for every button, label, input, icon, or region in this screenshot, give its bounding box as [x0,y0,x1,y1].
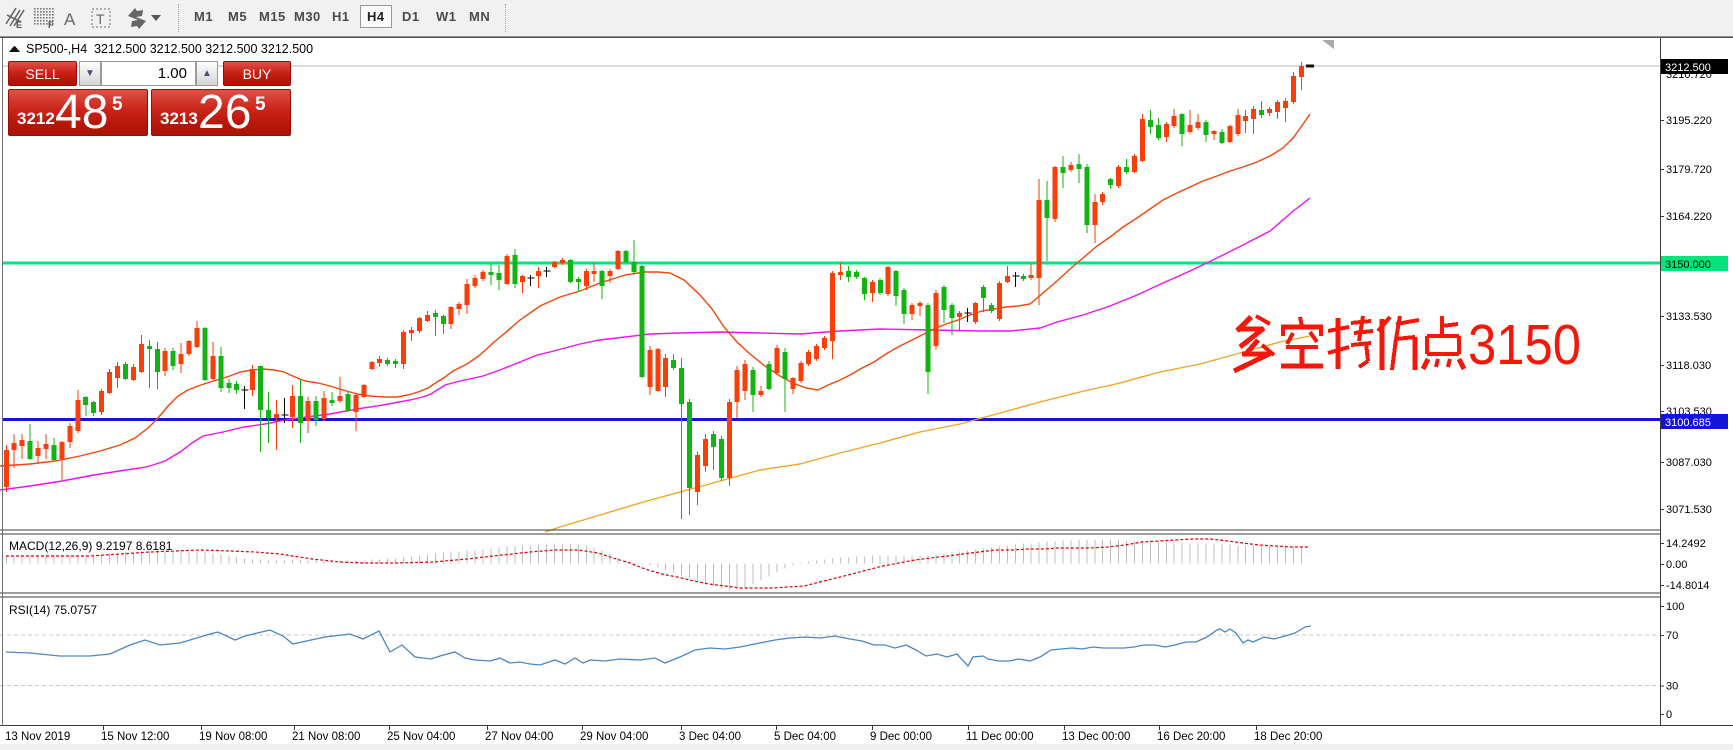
svg-text:SP500-,H4 3212.500 3212.500 3: SP500-,H4 3212.500 3212.500 3212.500 321… [26,42,313,56]
svg-text:-14.8014: -14.8014 [1666,580,1709,592]
svg-text:3195.220: 3195.220 [1666,115,1712,127]
svg-text:16 Dec 20:00: 16 Dec 20:00 [1157,731,1225,743]
svg-text:70: 70 [1666,630,1678,642]
svg-text:E: E [16,20,22,30]
svg-text:9 Dec 00:00: 9 Dec 00:00 [870,731,932,743]
svg-text:29 Nov 04:00: 29 Nov 04:00 [580,731,648,743]
svg-text:3 Dec 04:00: 3 Dec 04:00 [679,731,741,743]
svg-text:0.00: 0.00 [1666,559,1687,571]
svg-text:3071.530: 3071.530 [1666,504,1712,516]
svg-text:18 Dec 20:00: 18 Dec 20:00 [1254,731,1322,743]
svg-text:30: 30 [1666,681,1678,693]
svg-text:MACD(12,26,9) 9.2197 8.6181: MACD(12,26,9) 9.2197 8.6181 [9,539,173,553]
svg-text:3100.685: 3100.685 [1665,417,1711,429]
svg-text:21 Nov 08:00: 21 Nov 08:00 [292,731,360,743]
svg-text:A: A [64,10,76,29]
svg-text:5 Dec 04:00: 5 Dec 04:00 [774,731,836,743]
svg-text:3150.000: 3150.000 [1665,259,1711,271]
svg-text:19 Nov 08:00: 19 Nov 08:00 [199,731,267,743]
svg-text:3212.500: 3212.500 [1665,62,1711,74]
svg-text:T: T [96,11,105,27]
svg-text:3150: 3150 [1468,313,1581,377]
svg-text:27 Nov 04:00: 27 Nov 04:00 [485,731,553,743]
svg-text:F: F [48,20,54,30]
svg-text:14.2492: 14.2492 [1666,538,1706,550]
svg-text:25 Nov 04:00: 25 Nov 04:00 [387,731,455,743]
svg-text:3133.530: 3133.530 [1666,311,1712,323]
svg-text:3179.720: 3179.720 [1666,164,1712,176]
svg-text:3118.030: 3118.030 [1666,360,1711,372]
svg-text:15 Nov 12:00: 15 Nov 12:00 [101,731,169,743]
svg-text:100: 100 [1666,601,1684,613]
svg-text:3164.220: 3164.220 [1666,211,1712,223]
svg-text:RSI(14) 75.0757: RSI(14) 75.0757 [9,603,97,617]
svg-text:11 Dec 00:00: 11 Dec 00:00 [966,731,1034,743]
svg-text:13 Nov 2019: 13 Nov 2019 [5,731,70,743]
svg-text:13 Dec 00:00: 13 Dec 00:00 [1062,731,1130,743]
svg-text:0: 0 [1666,709,1672,721]
svg-text:3087.030: 3087.030 [1666,457,1712,469]
